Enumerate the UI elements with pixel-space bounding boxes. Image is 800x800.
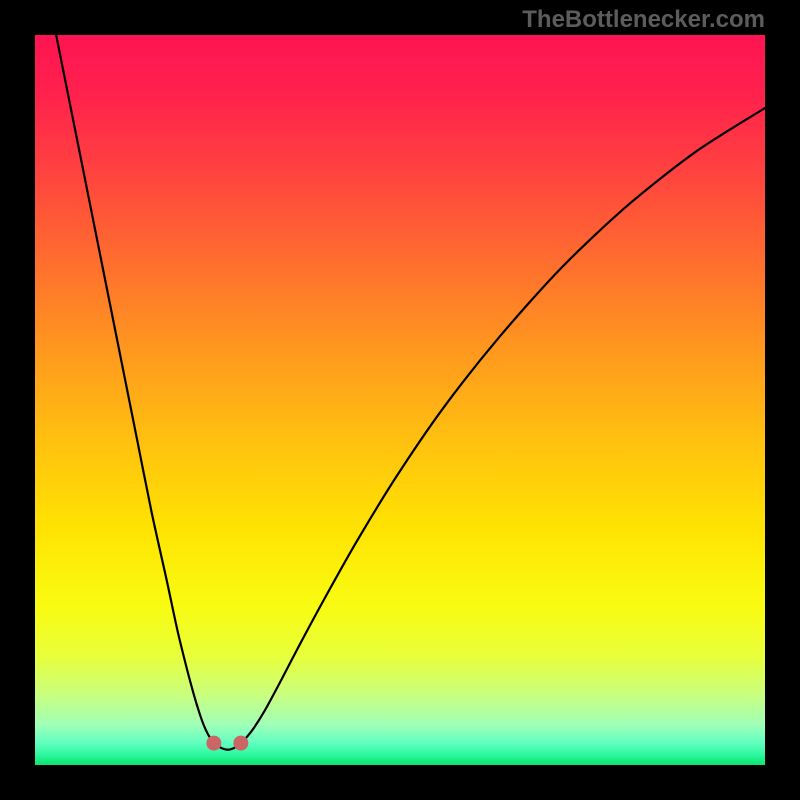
chart-container: TheBottlenecker.com — [0, 0, 800, 800]
watermark-text: TheBottlenecker.com — [522, 6, 765, 34]
plot-area — [35, 35, 765, 765]
